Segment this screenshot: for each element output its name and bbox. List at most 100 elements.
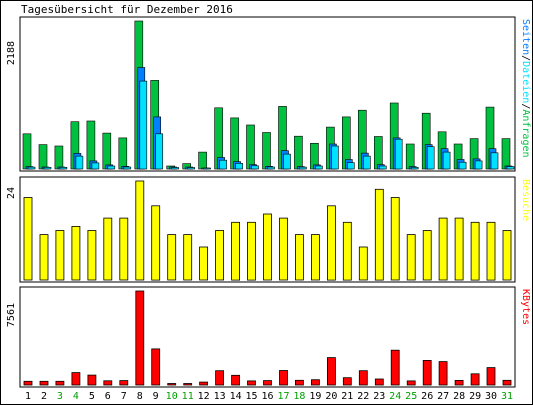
bar-kbytes-day-8 <box>135 290 145 386</box>
bar-dateien-day-15 <box>251 165 259 170</box>
x-tick-label-day-31: 31 <box>501 391 513 402</box>
bar-kbytes-day-27 <box>438 361 448 386</box>
bar-kbytes-day-5 <box>87 374 97 386</box>
x-tick-label-day-8: 8 <box>137 391 143 402</box>
bar-besuche-day-17 <box>279 217 288 281</box>
bar-anfragen-day-6 <box>102 132 112 170</box>
bar-dateien-day-1 <box>27 166 36 170</box>
bar-besuche-day-13 <box>215 230 225 281</box>
bar-kbytes-day-18 <box>294 379 304 386</box>
x-tick-label-day-15: 15 <box>245 391 257 402</box>
bar-kbytes-day-4 <box>71 372 81 386</box>
bar-dateien-day-4 <box>75 155 84 170</box>
bar-dateien-day-17 <box>283 153 291 170</box>
bar-besuche-day-8 <box>135 180 145 281</box>
x-tick-label-day-4: 4 <box>73 391 79 402</box>
legend-seiten: Seiten <box>520 19 531 55</box>
bar-anfragen-day-25 <box>405 143 415 170</box>
x-tick-label-day-22: 22 <box>357 391 369 402</box>
x-tick-label-day-17: 17 <box>277 391 289 402</box>
x-tick-label-day-1: 1 <box>25 391 31 402</box>
legend-besuche: Besuche <box>520 179 531 221</box>
bar-anfragen-day-12 <box>198 151 207 170</box>
bar-dateien-day-14 <box>235 163 243 170</box>
x-tick-label-day-2: 2 <box>41 391 47 402</box>
bar-besuche-day-21 <box>342 221 352 281</box>
bar-dateien-day-24 <box>394 138 403 170</box>
bar-besuche-day-11 <box>183 234 193 281</box>
bar-besuche-day-30 <box>486 221 496 281</box>
x-tick-label-day-21: 21 <box>341 391 353 402</box>
bar-besuche-day-22 <box>358 246 368 281</box>
x-tick-label-day-12: 12 <box>198 391 210 402</box>
bar-kbytes-day-28 <box>454 379 464 386</box>
bar-kbytes-day-17 <box>279 370 288 386</box>
bar-kbytes-day-22 <box>358 370 368 386</box>
bar-kbytes-day-14 <box>231 374 241 386</box>
bar-dateien-day-19 <box>315 165 323 170</box>
bar-kbytes-day-1 <box>23 380 33 386</box>
x-tick-label-day-19: 19 <box>309 391 321 402</box>
bar-dateien-day-11 <box>187 167 195 170</box>
bar-dateien-day-9 <box>155 133 163 170</box>
bar-besuche-day-7 <box>119 217 129 281</box>
bar-dateien-day-5 <box>91 162 100 170</box>
x-tick-label-day-11: 11 <box>182 391 194 402</box>
bar-besuche-day-2 <box>39 234 49 281</box>
x-tick-label-day-23: 23 <box>373 391 385 402</box>
bar-dateien-day-7 <box>123 166 132 170</box>
bar-besuche-day-6 <box>103 217 113 281</box>
bar-kbytes-day-25 <box>406 380 416 386</box>
bar-besuche-day-19 <box>310 234 320 281</box>
bar-besuche-day-29 <box>470 221 480 281</box>
bar-besuche-day-3 <box>55 230 65 281</box>
x-tick-label-day-16: 16 <box>261 391 273 402</box>
bar-kbytes-day-15 <box>247 380 256 386</box>
x-tick-label-day-30: 30 <box>485 391 497 402</box>
x-tick-label-day-7: 7 <box>121 391 127 402</box>
ymax-label-2: 24 <box>6 187 17 199</box>
bar-besuche-day-27 <box>438 217 448 281</box>
bar-anfragen-day-15 <box>246 124 255 170</box>
bar-besuche-day-26 <box>422 230 432 281</box>
bar-dateien-day-2 <box>43 167 52 170</box>
chart-title: Tagesübersicht für Dezember 2016 <box>21 3 233 16</box>
ymax-label-3: 7561 <box>6 303 17 327</box>
bar-besuche-day-25 <box>406 234 416 281</box>
bar-dateien-day-20 <box>331 145 339 170</box>
panel-frame-2 <box>19 176 516 283</box>
bar-dateien-day-29 <box>474 160 483 170</box>
legend-kbytes: KBytes <box>520 289 531 325</box>
bar-kbytes-day-21 <box>342 377 352 386</box>
bar-besuche-day-1 <box>23 197 33 281</box>
bar-besuche-day-15 <box>247 221 256 281</box>
bar-anfragen-day-3 <box>54 145 64 170</box>
bar-kbytes-day-31 <box>502 379 512 386</box>
bar-besuche-day-4 <box>71 225 81 281</box>
bar-dateien-day-27 <box>442 151 451 170</box>
bar-kbytes-day-26 <box>422 359 432 386</box>
ymax-label-1: 2188 <box>6 41 17 65</box>
bar-anfragen-day-31 <box>501 138 511 170</box>
legend-separator: / <box>520 55 531 61</box>
bar-dateien-day-3 <box>59 167 68 170</box>
bar-kbytes-day-9 <box>151 348 161 386</box>
bar-kbytes-day-13 <box>215 370 225 386</box>
bar-dateien-day-30 <box>490 152 499 170</box>
legend-top-panel: Seiten/Dateien/Anfragen <box>520 19 531 158</box>
bar-kbytes-day-7 <box>119 380 129 386</box>
panel-frame-3 <box>19 286 516 388</box>
x-tick-label-day-5: 5 <box>89 391 95 402</box>
bar-anfragen-day-23 <box>373 136 383 170</box>
bar-kbytes-day-30 <box>486 367 496 386</box>
bar-dateien-day-10 <box>171 167 179 170</box>
bar-dateien-day-13 <box>219 159 227 170</box>
bar-besuche-day-23 <box>374 188 384 281</box>
bar-dateien-day-8 <box>139 80 148 170</box>
bar-anfragen-day-18 <box>294 135 303 170</box>
bar-besuche-day-20 <box>326 205 336 281</box>
x-tick-label-day-10: 10 <box>166 391 178 402</box>
bar-dateien-day-25 <box>410 167 419 170</box>
